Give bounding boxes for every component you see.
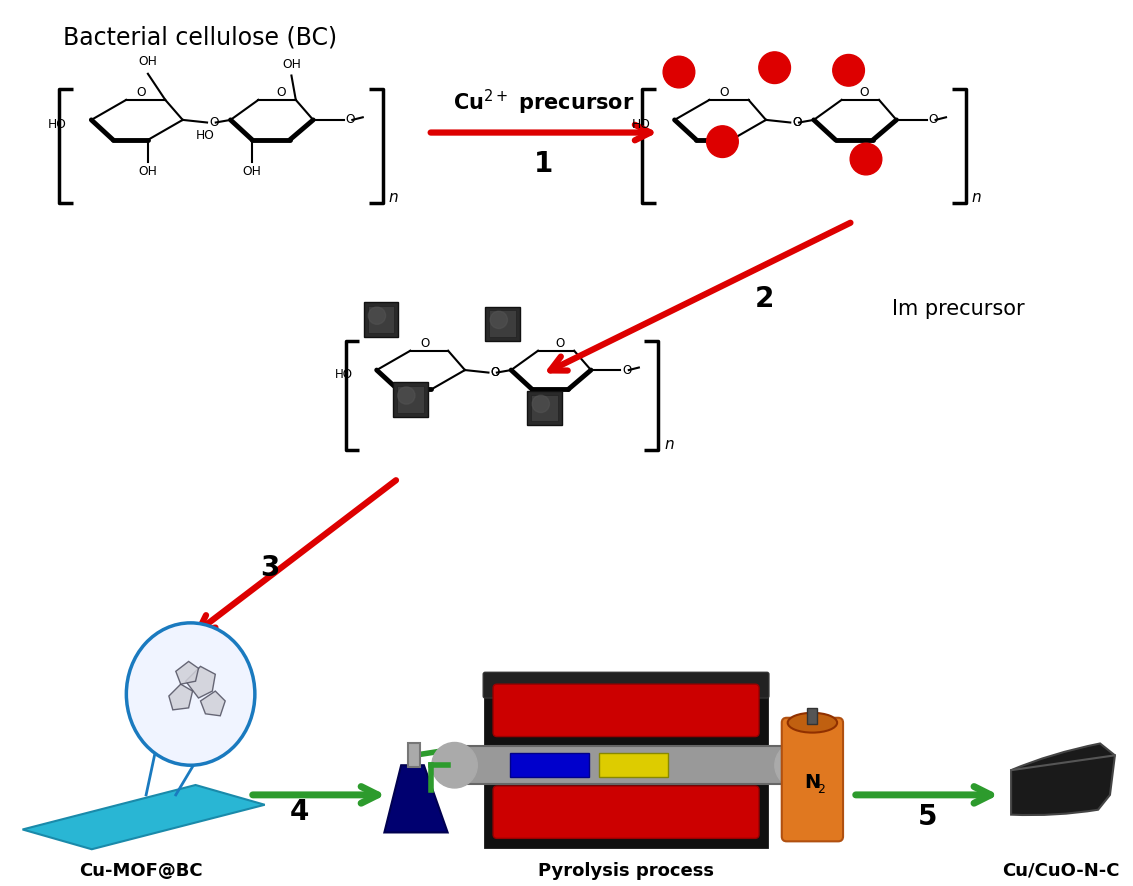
Text: OH: OH — [282, 58, 301, 71]
Polygon shape — [186, 666, 215, 698]
Text: O: O — [719, 87, 730, 99]
Text: N: N — [804, 773, 820, 791]
Circle shape — [850, 144, 881, 175]
Polygon shape — [23, 785, 265, 850]
FancyBboxPatch shape — [364, 302, 398, 337]
Text: O: O — [491, 366, 500, 379]
Circle shape — [833, 55, 864, 86]
Text: Cu/CuO-N-C: Cu/CuO-N-C — [1002, 862, 1119, 880]
Bar — [510, 753, 589, 777]
Text: n: n — [972, 190, 981, 205]
Polygon shape — [169, 684, 193, 710]
Text: 1: 1 — [534, 151, 553, 178]
Text: O: O — [555, 338, 565, 351]
Text: OH: OH — [138, 165, 157, 178]
Circle shape — [775, 742, 820, 788]
Text: Cu-MOF@BC: Cu-MOF@BC — [79, 862, 203, 880]
FancyBboxPatch shape — [493, 786, 759, 838]
Text: HO: HO — [48, 118, 67, 131]
Text: Bacterial cellulose (BC): Bacterial cellulose (BC) — [63, 26, 338, 50]
Circle shape — [398, 387, 415, 404]
Text: n: n — [389, 190, 399, 205]
PathPatch shape — [1011, 743, 1115, 815]
Bar — [599, 753, 668, 777]
Text: Cu$^{2+}$ precursor: Cu$^{2+}$ precursor — [453, 89, 634, 118]
Text: 3: 3 — [259, 554, 280, 581]
Text: O: O — [792, 116, 802, 129]
Text: 2: 2 — [755, 284, 774, 313]
Text: O: O — [346, 113, 355, 127]
Text: 5: 5 — [918, 803, 937, 831]
FancyBboxPatch shape — [782, 718, 843, 842]
Circle shape — [432, 742, 477, 788]
FancyBboxPatch shape — [367, 307, 394, 333]
Polygon shape — [201, 691, 225, 716]
FancyBboxPatch shape — [493, 684, 759, 736]
Bar — [485, 674, 767, 847]
Text: O: O — [622, 363, 631, 377]
FancyBboxPatch shape — [528, 391, 562, 425]
Text: O: O — [210, 116, 219, 129]
Text: 2: 2 — [817, 783, 825, 797]
FancyBboxPatch shape — [393, 382, 427, 416]
FancyBboxPatch shape — [397, 386, 424, 413]
Text: O: O — [137, 87, 146, 99]
Text: OH: OH — [242, 165, 262, 178]
Text: HO: HO — [631, 118, 650, 131]
Circle shape — [707, 126, 739, 158]
Circle shape — [759, 52, 791, 83]
Circle shape — [368, 307, 385, 324]
Text: 4: 4 — [290, 797, 309, 826]
Polygon shape — [176, 662, 198, 684]
Bar — [408, 743, 420, 767]
Text: O: O — [929, 113, 938, 127]
Polygon shape — [384, 766, 448, 833]
Text: O: O — [792, 116, 802, 129]
Circle shape — [663, 56, 695, 88]
Ellipse shape — [127, 623, 255, 766]
Text: O: O — [276, 87, 287, 99]
Text: HO: HO — [196, 129, 215, 142]
Text: n: n — [664, 438, 674, 453]
Bar — [808, 708, 817, 724]
Text: OH: OH — [138, 55, 157, 68]
Text: Im precursor: Im precursor — [893, 299, 1025, 318]
Bar — [448, 746, 804, 784]
Text: Pyrolysis process: Pyrolysis process — [538, 862, 714, 880]
FancyBboxPatch shape — [483, 672, 769, 698]
FancyBboxPatch shape — [531, 394, 559, 421]
Circle shape — [533, 395, 550, 413]
Text: O: O — [420, 338, 429, 351]
FancyBboxPatch shape — [485, 307, 520, 341]
Text: HO: HO — [335, 368, 353, 381]
Text: O: O — [491, 366, 500, 379]
Text: O: O — [860, 87, 869, 99]
Ellipse shape — [787, 713, 837, 733]
FancyBboxPatch shape — [489, 310, 517, 338]
Circle shape — [491, 311, 508, 329]
